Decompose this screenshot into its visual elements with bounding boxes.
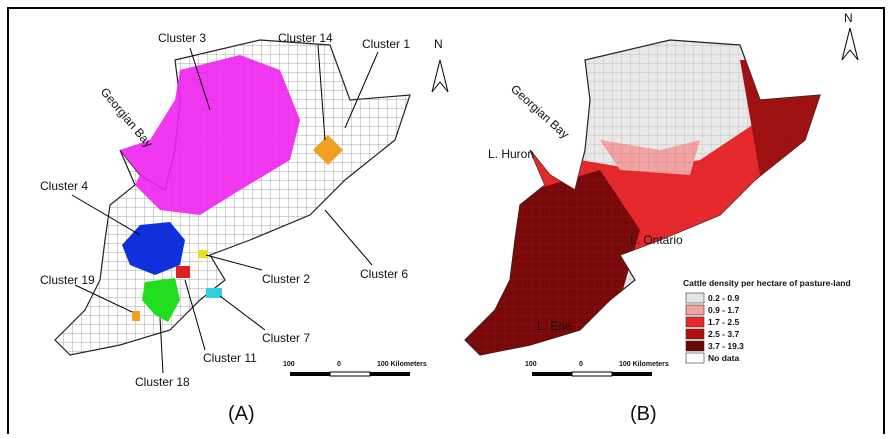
scale-bar — [572, 372, 612, 376]
caption: (B) — [630, 403, 657, 425]
scale-bar — [532, 372, 572, 376]
scale-label: 0 — [579, 361, 583, 368]
cluster-label: Cluster 11 — [203, 351, 257, 365]
cluster-label: Cluster 3 — [158, 31, 206, 45]
scale-label: 100 — [283, 361, 295, 368]
legend-label: 0.9 - 1.7 — [708, 305, 739, 315]
cluster-label: Cluster 18 — [135, 375, 190, 389]
figure: Cluster 3 Cluster 14 Cluster 1 Cluster 4… — [0, 0, 891, 434]
scale-bar — [330, 372, 370, 376]
scale-label: 100 Kilometers — [619, 361, 669, 368]
legend-label: 1.7 - 2.5 — [708, 317, 739, 327]
cluster-label: Cluster 4 — [40, 179, 88, 193]
legend-swatch — [686, 341, 704, 351]
cluster-label: Cluster 14 — [278, 31, 333, 45]
cluster-label: Cluster 19 — [40, 273, 95, 287]
legend-label: 0.2 - 0.9 — [708, 293, 739, 303]
legend-label: 3.7 - 19.3 — [708, 341, 744, 351]
lake-label: L. Ontario — [630, 233, 683, 247]
scale-bar — [290, 372, 330, 376]
scale-label: 100 Kilometers — [377, 361, 427, 368]
cluster-label: Cluster 7 — [262, 331, 310, 345]
north-arrow: N — [434, 37, 443, 51]
legend-swatch — [686, 305, 704, 315]
legend-label: 2.5 - 3.7 — [708, 329, 739, 339]
legend-swatch — [686, 293, 704, 303]
lake-label: L. Erie — [537, 319, 572, 333]
scale-label: 100 — [525, 361, 537, 368]
scale-label: 0 — [337, 361, 341, 368]
scale-bar — [612, 372, 652, 376]
legend-swatch — [686, 317, 704, 327]
legend-label: No data — [708, 353, 739, 363]
cluster-label: Cluster 1 — [362, 37, 410, 51]
north-arrow: N — [844, 11, 853, 25]
legend-title: Cattle density per hectare of pasture-la… — [683, 278, 851, 288]
legend-swatch — [686, 353, 704, 363]
cluster-label: Cluster 2 — [262, 272, 310, 286]
scale-bar — [370, 372, 410, 376]
lake-label: L. Huron — [488, 147, 534, 161]
caption: (A) — [228, 403, 255, 425]
legend-swatch — [686, 329, 704, 339]
cluster-label: Cluster 6 — [360, 267, 408, 281]
